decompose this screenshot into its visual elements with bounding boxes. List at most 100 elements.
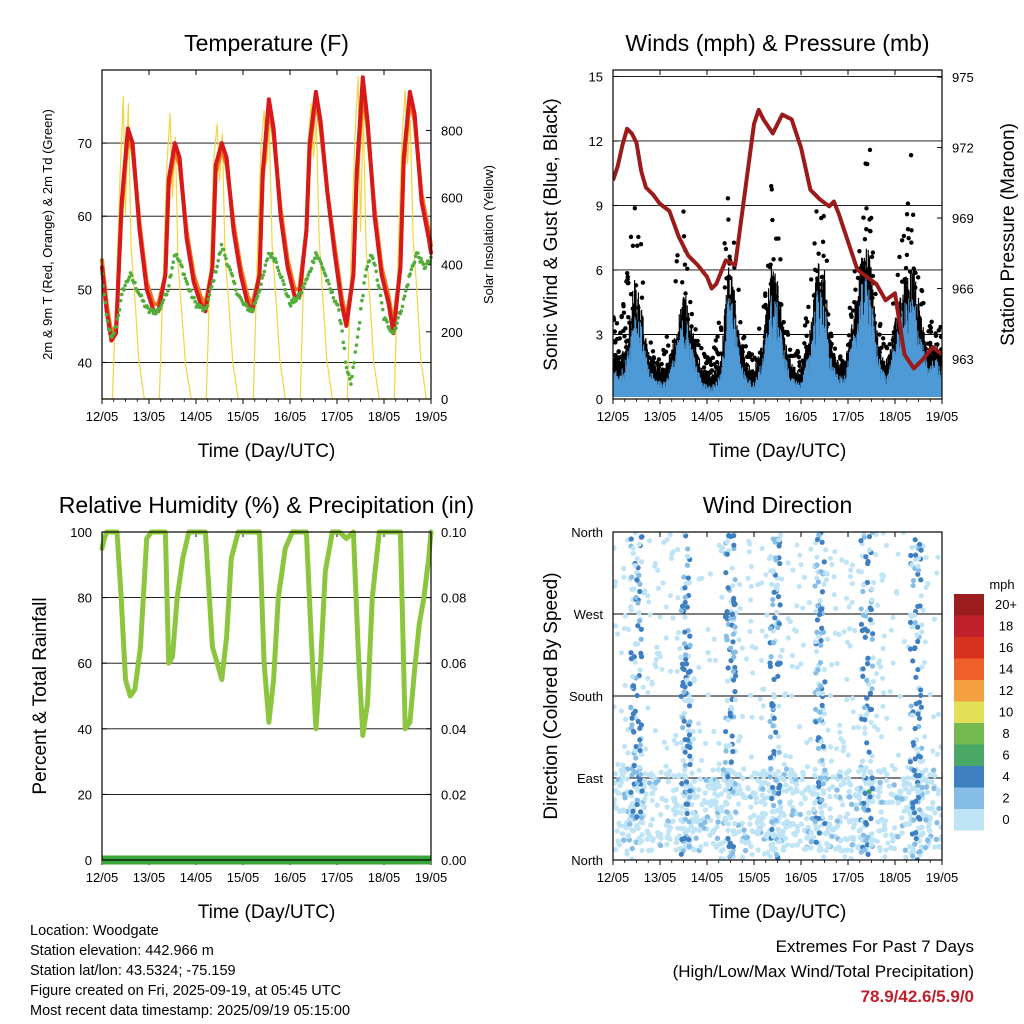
dewpoint-point (337, 308, 341, 312)
direction-point (819, 757, 825, 763)
direction-point (758, 657, 765, 664)
direction-point (884, 771, 890, 777)
gust-point (713, 338, 718, 343)
direction-point (849, 580, 856, 587)
direction-point (749, 851, 755, 858)
gust-point (808, 277, 814, 282)
gust-point (624, 339, 629, 344)
direction-point (805, 824, 812, 831)
gust-point (821, 253, 826, 259)
direction-point (894, 795, 900, 801)
gust-point (614, 321, 620, 326)
direction-point (804, 740, 810, 746)
gust-point (682, 262, 688, 267)
dewpoint-point (363, 274, 368, 278)
direction-point (869, 663, 876, 669)
direction-point (919, 784, 926, 791)
direction-point (819, 690, 826, 697)
direction-point (882, 826, 888, 832)
dewpoint-point (178, 259, 182, 263)
direction-point (688, 823, 694, 829)
direction-point (878, 664, 884, 670)
direction-point (938, 824, 942, 830)
temperature-xtick-label: 18/05 (368, 409, 401, 424)
direction-point (826, 786, 832, 792)
direction-point (639, 847, 645, 854)
humidity-xtick-label: 13/05 (133, 870, 166, 885)
direction-point (797, 552, 803, 558)
direction-point (663, 635, 669, 641)
direction-point (875, 819, 881, 825)
direction-point (882, 832, 889, 839)
direction-point (887, 688, 893, 695)
direction-point (619, 768, 625, 775)
dewpoint-point (351, 365, 355, 370)
direction-point (647, 772, 653, 779)
winds-ytick-label: 6 (596, 263, 603, 278)
direction-point (822, 679, 828, 685)
winds-ytick-label: 9 (596, 198, 603, 213)
direction-point (680, 725, 686, 731)
direction-point (679, 836, 685, 843)
direction-point (663, 822, 670, 828)
direction-point (901, 638, 908, 645)
direction-point (789, 812, 795, 818)
direction-point (716, 783, 723, 790)
direction-point (854, 786, 860, 792)
direction-point (879, 799, 885, 805)
direction-point (934, 819, 940, 826)
direction-point (880, 645, 886, 652)
station-info: Location: Woodgate Station elevation: 44… (30, 921, 350, 1021)
direction-point (818, 797, 825, 803)
direction-point (884, 715, 890, 721)
direction-point (646, 538, 653, 544)
direction-point (770, 536, 776, 542)
direction-point (759, 628, 765, 634)
gust-point (910, 212, 916, 217)
direction-point (911, 645, 918, 652)
direction-point (636, 572, 642, 578)
humidity-ytick-right: 0.10 (441, 525, 466, 540)
direction-point (760, 686, 766, 692)
direction-point (861, 534, 867, 540)
gust-point (903, 265, 909, 271)
gust-point (618, 330, 623, 336)
direction-point (757, 696, 763, 702)
direction-point (731, 654, 737, 660)
direction-point (634, 556, 640, 562)
direction-point (702, 740, 709, 747)
direction-point (933, 836, 940, 843)
dewpoint-point (103, 300, 108, 305)
direction-point (634, 577, 640, 583)
direction-point (673, 839, 680, 846)
direction-point (685, 728, 692, 734)
direction-point (699, 575, 705, 581)
direction-point (773, 729, 779, 735)
direction-point (630, 550, 636, 556)
direction-point (806, 810, 812, 816)
direction-point (737, 605, 743, 611)
direction-point (723, 819, 729, 826)
dewpoint-point (379, 301, 384, 305)
direction-point (649, 797, 655, 804)
legend-swatch (954, 809, 984, 831)
direction-point (938, 744, 942, 750)
direction-point (885, 840, 891, 846)
direction-point (643, 791, 649, 797)
gust-point (696, 342, 701, 348)
direction-point (748, 843, 754, 850)
dewpoint-point (167, 283, 171, 288)
gust-point (921, 300, 926, 306)
winds-ytick-right: 966 (952, 282, 974, 297)
direction-point (705, 649, 711, 656)
legend-label: 20+ (995, 597, 1017, 612)
direction-point (907, 619, 914, 625)
direction-point (915, 571, 921, 577)
direction-point (816, 633, 822, 640)
direction-title: Wind Direction (703, 492, 853, 518)
gust-point (715, 334, 720, 339)
direction-point (827, 793, 833, 800)
temperature-ytick-right: 600 (441, 191, 463, 206)
direction-point (732, 809, 739, 815)
direction-point (697, 728, 703, 734)
